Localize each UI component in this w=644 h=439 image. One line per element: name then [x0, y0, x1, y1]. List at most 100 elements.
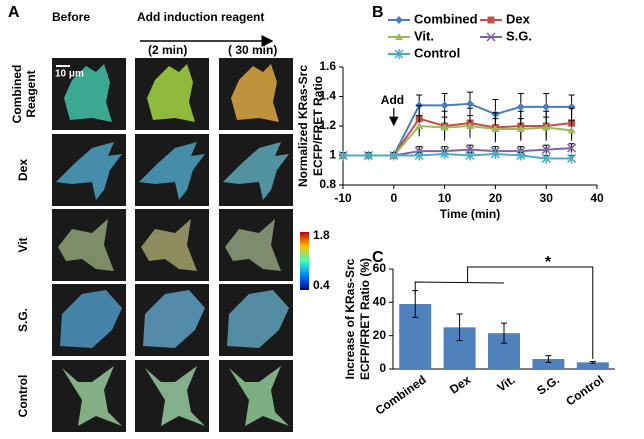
y-axis-label: ECFP/FRET Ratio: [311, 76, 325, 176]
marker: [415, 122, 424, 129]
x-tick-label: 20: [489, 191, 503, 205]
error-bar: [456, 313, 463, 342]
x-tick-label: 10: [438, 191, 452, 205]
x-tick-label: -10: [334, 191, 352, 205]
row-label: Vit: [16, 237, 30, 252]
panel-label: A: [8, 4, 20, 21]
marker: [338, 150, 348, 161]
cell: [62, 366, 122, 426]
scale-bar-label: 10 μm: [55, 69, 84, 80]
marker: [516, 124, 525, 132]
column-label: ( 30 min): [228, 43, 277, 57]
marker: [541, 153, 551, 164]
error-bar: [501, 322, 507, 344]
marker: [395, 16, 403, 24]
marker: [567, 102, 576, 111]
significance-label: *: [545, 254, 552, 271]
marker: [516, 150, 526, 161]
legend-label: Control: [414, 45, 460, 60]
micrographs: [52, 58, 293, 432]
marker: [440, 149, 450, 160]
annotation: Add: [381, 93, 404, 107]
y-axis-label: Increase of KRas-Src: [343, 258, 357, 379]
x-tick-label: Vit.: [494, 373, 517, 395]
y-tick-label: 1: [329, 148, 336, 162]
colorbar-label: 1.8: [313, 228, 330, 242]
series-line: [343, 102, 572, 157]
cell: [58, 219, 114, 271]
panel-label: C: [372, 249, 384, 266]
y-axis-label: ECFP/FRET Ratio (%): [358, 258, 372, 380]
cell: [60, 290, 122, 348]
significance-bracket: [414, 266, 594, 359]
bar: [576, 362, 609, 369]
cell: [231, 64, 279, 122]
panel-label: B: [372, 4, 384, 21]
marker: [394, 49, 404, 59]
cell: [143, 290, 205, 348]
error-bar: [589, 361, 596, 364]
column-label: (2 min): [148, 43, 187, 57]
marker: [466, 122, 474, 129]
marker: [487, 16, 495, 24]
marker: [542, 102, 551, 111]
series-line: [343, 153, 572, 160]
row-label: CombinedReagent: [10, 65, 38, 124]
cell: [139, 142, 205, 200]
legend-label: S.G.: [506, 28, 532, 43]
legend-label: Vit.: [414, 28, 434, 43]
y-tick-label: 60: [373, 261, 387, 275]
y-axis-label: Normalized KRas-Src: [296, 65, 310, 187]
x-tick-label: 30: [540, 191, 554, 205]
marker: [440, 123, 449, 131]
cell: [229, 366, 289, 426]
x-tick-label: S.G.: [534, 373, 562, 398]
x-axis-label: Time (min): [440, 207, 500, 221]
x-tick-label: 0: [390, 191, 397, 205]
marker: [440, 101, 449, 110]
legend-label: Combined: [414, 11, 478, 26]
x-tick-label: Control: [563, 373, 606, 409]
marker: [567, 153, 577, 164]
marker: [389, 150, 399, 161]
bar: [532, 359, 565, 369]
row-label: Control: [16, 375, 30, 418]
colorbar-label: 0.4: [313, 278, 330, 292]
y-tick-label: 0.8: [319, 177, 336, 191]
cell: [145, 366, 205, 426]
marker: [567, 143, 577, 153]
marker: [486, 32, 496, 42]
cell: [64, 64, 112, 122]
error-bar: [545, 355, 552, 363]
row-label: S.G.: [16, 308, 30, 332]
column-label: Add induction reagent: [137, 10, 264, 24]
colorbar: [300, 232, 309, 290]
y-tick-label: 40: [373, 295, 387, 309]
x-tick-label: 40: [590, 191, 604, 205]
row-label: Dex: [16, 159, 30, 181]
marker: [567, 126, 576, 134]
legend-label: Dex: [506, 11, 531, 26]
marker: [541, 145, 551, 155]
cell: [225, 219, 281, 271]
cell: [141, 219, 197, 271]
y-tick-label: 1.4: [319, 89, 336, 103]
marker: [542, 123, 551, 131]
cell: [147, 64, 195, 122]
marker: [395, 33, 403, 40]
x-tick-label: Combined: [373, 373, 429, 418]
marker: [490, 149, 500, 160]
x-tick-label: Dex: [447, 372, 473, 396]
marker: [363, 150, 373, 161]
marker: [491, 124, 500, 132]
y-tick-label: 1.6: [319, 59, 336, 73]
cell: [56, 142, 122, 200]
y-tick-label: 20: [373, 328, 387, 342]
cell: [227, 290, 289, 348]
marker: [414, 150, 424, 161]
marker: [465, 150, 475, 161]
marker: [466, 99, 474, 108]
y-tick-label: 1.2: [319, 118, 336, 132]
